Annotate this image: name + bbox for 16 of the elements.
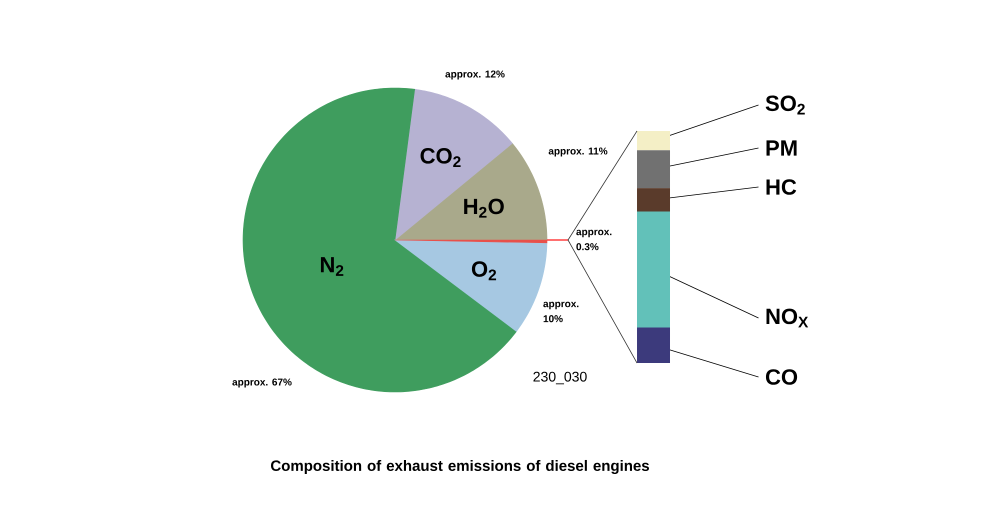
- data-label: approx. 12%: [445, 70, 505, 80]
- slice-label: H$_{2}$O: [464, 198, 504, 218]
- text: SO$_{2}$: [766, 96, 805, 114]
- text: HC: [766, 179, 796, 195]
- text: CO: [766, 369, 798, 385]
- slice-label: CO$_{2}$: [420, 148, 461, 168]
- text: PM: [766, 140, 797, 156]
- text: NO$_{X}$: [766, 308, 808, 328]
- slice-label: O$_{2}$: [472, 261, 496, 280]
- data-label: approx. 0.3%: [576, 230, 612, 250]
- text: 230_030: [533, 372, 587, 384]
- data-label: approx. 10%: [543, 302, 578, 322]
- data-label: approx. 11%: [548, 147, 608, 157]
- data-label: approx. 67%: [232, 378, 292, 388]
- text: Composition of exhaust emissions of diesel engines: [271, 460, 649, 474]
- slice-label: N$_{2}$: [320, 257, 344, 276]
